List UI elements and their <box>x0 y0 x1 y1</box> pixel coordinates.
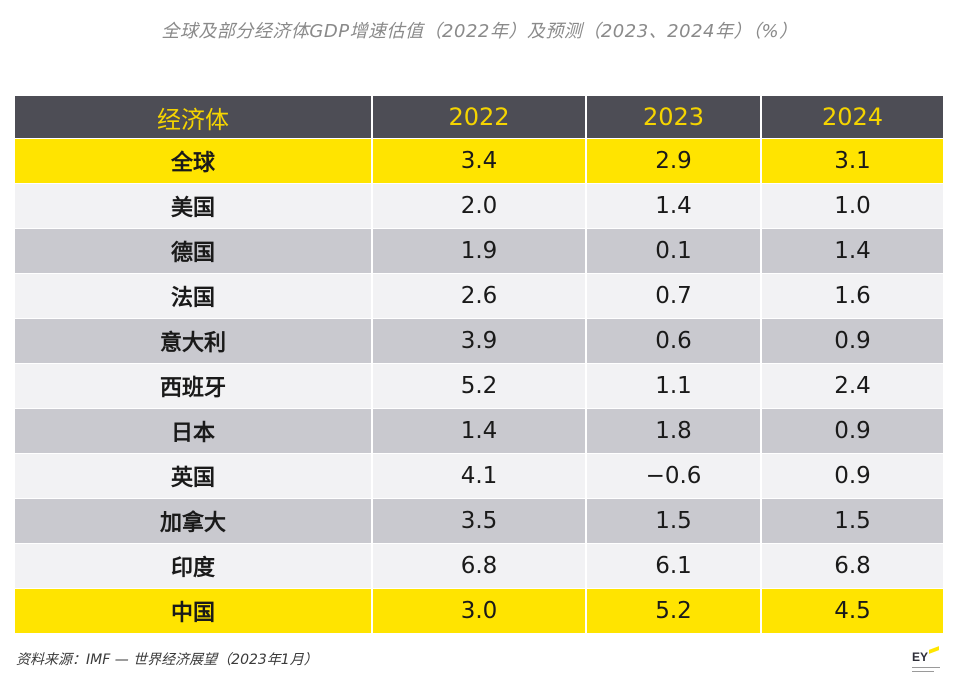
table-row: 法国 2.6 0.7 1.6 <box>15 273 943 319</box>
value-2023: 5.2 <box>586 588 762 634</box>
logo-tagline-line <box>912 667 940 668</box>
value-2022: 2.6 <box>372 273 587 319</box>
value-2023: 1.1 <box>586 363 762 409</box>
value-2024: 4.5 <box>761 588 943 634</box>
table-row: 加拿大 3.5 1.5 1.5 <box>15 498 943 544</box>
value-2022: 1.9 <box>372 228 587 274</box>
value-2024: 1.6 <box>761 273 943 319</box>
table-row: 德国 1.9 0.1 1.4 <box>15 228 943 274</box>
value-2023: 0.1 <box>586 228 762 274</box>
value-2022: 1.4 <box>372 408 587 454</box>
logo-tagline-line <box>912 671 934 672</box>
value-2022: 3.5 <box>372 498 587 544</box>
table-row: 西班牙 5.2 1.1 2.4 <box>15 363 943 409</box>
value-2022: 5.2 <box>372 363 587 409</box>
row-name: 日本 <box>15 408 373 454</box>
source-note: 资料来源：IMF — 世界经济展望（2023年1月） <box>16 652 318 668</box>
value-2022: 3.4 <box>372 138 587 184</box>
value-2024: 0.9 <box>761 408 943 454</box>
value-2022: 3.0 <box>372 588 587 634</box>
value-2024: 0.9 <box>761 318 943 364</box>
row-name: 法国 <box>15 273 373 319</box>
value-2023: 6.1 <box>586 543 762 589</box>
value-2024: 6.8 <box>761 543 943 589</box>
value-2023: 0.7 <box>586 273 762 319</box>
row-name: 中国 <box>15 588 373 634</box>
table-header-row: 经济体 2022 2023 2024 <box>15 96 943 139</box>
row-name: 德国 <box>15 228 373 274</box>
page-title: 全球及部分经济体GDP增速估值（2022年）及预测（2023、2024年）（%） <box>161 21 798 42</box>
value-2024: 1.5 <box>761 498 943 544</box>
value-2023: 1.5 <box>586 498 762 544</box>
logo-beam <box>929 646 939 654</box>
row-name: 美国 <box>15 183 373 229</box>
value-2023: 2.9 <box>586 138 762 184</box>
header-2023: 2023 <box>586 96 762 139</box>
value-2022: 4.1 <box>372 453 587 499</box>
value-2024: 3.1 <box>761 138 943 184</box>
value-2023: −0.6 <box>586 453 762 499</box>
value-2024: 2.4 <box>761 363 943 409</box>
table-row: 英国 4.1 −0.6 0.9 <box>15 453 943 499</box>
table-row: 日本 1.4 1.8 0.9 <box>15 408 943 454</box>
value-2024: 1.0 <box>761 183 943 229</box>
row-name: 西班牙 <box>15 363 373 409</box>
row-name: 英国 <box>15 453 373 499</box>
value-2023: 0.6 <box>586 318 762 364</box>
table-row-china: 中国 3.0 5.2 4.5 <box>15 588 943 634</box>
table-row-global: 全球 3.4 2.9 3.1 <box>15 138 943 184</box>
header-2024: 2024 <box>761 96 943 139</box>
table-row: 印度 6.8 6.1 6.8 <box>15 543 943 589</box>
row-name: 加拿大 <box>15 498 373 544</box>
table-row: 美国 2.0 1.4 1.0 <box>15 183 943 229</box>
row-name: 全球 <box>15 138 373 184</box>
value-2022: 2.0 <box>372 183 587 229</box>
value-2022: 6.8 <box>372 543 587 589</box>
gdp-table: 经济体 2022 2023 2024 全球 3.4 2.9 3.1 美国 2.0… <box>15 96 943 634</box>
logo-text: EY <box>912 650 929 664</box>
ey-logo-icon: EY <box>912 646 942 678</box>
row-name: 意大利 <box>15 318 373 364</box>
table-row: 意大利 3.9 0.6 0.9 <box>15 318 943 364</box>
header-economy: 经济体 <box>15 96 373 139</box>
value-2023: 1.4 <box>586 183 762 229</box>
value-2024: 1.4 <box>761 228 943 274</box>
row-name: 印度 <box>15 543 373 589</box>
value-2022: 3.9 <box>372 318 587 364</box>
header-2022: 2022 <box>372 96 587 139</box>
value-2024: 0.9 <box>761 453 943 499</box>
value-2023: 1.8 <box>586 408 762 454</box>
